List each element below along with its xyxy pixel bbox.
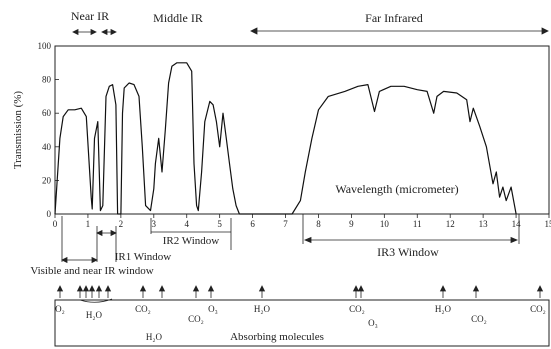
molecule-label-o2: O₂ (55, 304, 65, 314)
series-line-transmission (54, 62, 517, 215)
molecule-label-h2o-2: H₂O (146, 332, 163, 342)
molecules-box (54, 299, 550, 347)
molecule-label-o3-2: O₃ (368, 318, 378, 328)
absorbing-molecules-title: Absorbing molecules (230, 331, 324, 343)
x-tick-label: 3 (152, 219, 157, 229)
spectral-regions: Near IR Middle IR Far Infrared (71, 9, 549, 36)
molecule-label-co2-1: CO₂ (135, 304, 151, 314)
y-tick-label: 20 (42, 175, 52, 185)
region-label-middle-ir: Middle IR (153, 11, 203, 25)
molecule-label-co2-4: CO₂ (471, 314, 487, 324)
absorbing-molecules-panel: O₂ H₂O CO₂ H₂O CO₂ O₃ H₂O CO₂ O₃ H₂O CO₂… (54, 285, 550, 347)
x-tick-label: 6 (250, 219, 255, 229)
x-tick-label: 2 (119, 219, 124, 229)
x-tick-label: 11 (413, 219, 422, 229)
region-label-near-ir: Near IR (71, 9, 109, 23)
y-tick-label: 80 (42, 75, 52, 85)
molecule-label-h2o-3: H₂O (254, 304, 271, 314)
x-tick-label: 8 (316, 219, 321, 229)
window-label-visible-near-ir: Visible and near IR window (30, 265, 153, 277)
x-tick-label: 13 (479, 219, 489, 229)
x-axis: 0123456789101112131415 (53, 214, 551, 229)
molecule-label-o3-1: O₃ (208, 304, 218, 314)
molecule-label-h2o-4: H₂O (435, 304, 452, 314)
y-tick-label: 100 (38, 41, 52, 51)
region-label-far-infrared: Far Infrared (365, 11, 423, 25)
x-tick-label: 15 (545, 219, 551, 229)
molecule-label-co2-2: CO₂ (188, 314, 204, 324)
atmospheric-windows (61, 214, 520, 264)
molecule-label-co2-3: CO₂ (349, 304, 365, 314)
y-axis-label: Transmission (%) (12, 91, 24, 169)
x-tick-label: 10 (380, 219, 390, 229)
x-tick-label: 0 (53, 219, 58, 229)
near-ir-arrows (72, 28, 117, 36)
window-label-ir2: IR2 Window (163, 235, 220, 247)
y-tick-label: 60 (42, 108, 52, 118)
absorption-arrows (56, 285, 544, 303)
x-tick-label: 4 (184, 219, 189, 229)
plot-frame (54, 45, 550, 215)
x-axis-label: Wavelength (micrometer) (335, 182, 458, 196)
far-infrared-arrow (250, 27, 549, 35)
x-tick-label: 14 (512, 219, 522, 229)
x-tick-label: 12 (446, 219, 455, 229)
window-label-ir3: IR3 Window (377, 245, 439, 259)
x-tick-label: 5 (217, 219, 222, 229)
y-tick-label: 40 (42, 142, 52, 152)
y-axis: 0 20 40 60 80 100 (38, 41, 59, 219)
window-label-ir1: IR1 Window (115, 251, 172, 263)
molecule-label-co2-5: CO₂ (530, 304, 546, 314)
x-tick-label: 1 (86, 219, 91, 229)
molecule-label-h2o-1: H₂O (86, 310, 103, 320)
x-tick-label: 9 (349, 219, 354, 229)
x-tick-label: 7 (283, 219, 288, 229)
y-tick-label: 0 (47, 209, 52, 219)
